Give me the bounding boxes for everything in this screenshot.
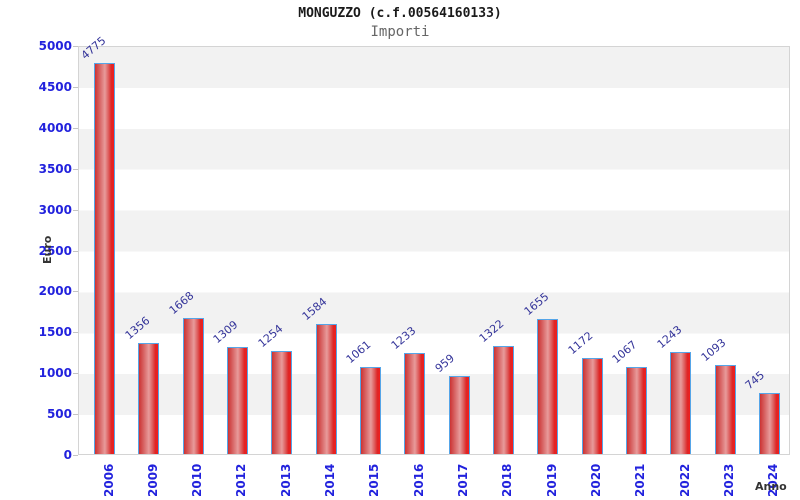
bar-value-label: 1233 bbox=[388, 324, 419, 353]
x-tick-label: 2009 bbox=[145, 463, 160, 497]
y-tick bbox=[73, 455, 78, 456]
y-tick bbox=[73, 86, 78, 88]
bar-value-label: 1067 bbox=[610, 337, 640, 366]
bar-value-label: 1172 bbox=[565, 329, 596, 358]
x-tick-label: 2020 bbox=[589, 463, 604, 497]
y-tick-label: 0 bbox=[63, 448, 72, 462]
y-tick-label: 1000 bbox=[38, 366, 72, 381]
y-tick bbox=[73, 209, 78, 211]
y-tick-label: 3500 bbox=[38, 161, 72, 176]
y-tick-label: 3000 bbox=[38, 202, 72, 217]
plot-area: 4775 1356 1668 1309 1254 1584 1061 1233 959 1322 1… bbox=[78, 34, 790, 455]
bar-value-label: 1322 bbox=[477, 316, 507, 345]
bar bbox=[271, 351, 293, 454]
y-tick-label: 4000 bbox=[38, 120, 72, 135]
y-tick bbox=[73, 168, 78, 170]
y-tick-label: 2500 bbox=[38, 243, 72, 258]
x-tick-label: 2014 bbox=[323, 463, 338, 497]
bar-value-label: 1243 bbox=[654, 323, 685, 352]
bar-value-label: 1254 bbox=[255, 322, 286, 351]
bar bbox=[138, 343, 160, 454]
bar-value-label: 1093 bbox=[698, 335, 729, 364]
bar bbox=[581, 358, 603, 454]
y-tick-label: 500 bbox=[46, 407, 72, 422]
bar bbox=[226, 346, 248, 454]
bar bbox=[315, 324, 337, 454]
y-tick-label: 5000 bbox=[38, 39, 72, 53]
y-tick bbox=[73, 373, 78, 375]
bar-value-label: 1309 bbox=[211, 317, 241, 346]
x-tick-label: 2013 bbox=[278, 463, 293, 497]
bar-value-label: 1356 bbox=[122, 314, 153, 343]
x-tick-label: 2017 bbox=[456, 463, 471, 497]
bar-value-label: 1668 bbox=[166, 288, 197, 317]
chart-subtitle: Importi bbox=[370, 24, 430, 40]
bar-value-label: 959 bbox=[432, 351, 458, 375]
x-axis-title: Anno bbox=[755, 480, 787, 493]
bar-value-label: 745 bbox=[743, 368, 768, 393]
x-tick-label: 2019 bbox=[544, 463, 559, 497]
bar bbox=[448, 375, 470, 454]
x-tick-label: 2022 bbox=[677, 463, 692, 497]
bar bbox=[670, 352, 692, 454]
chart-title: MONGUZZO (c.f.00564160133) bbox=[298, 6, 502, 21]
y-axis-title: Euro bbox=[41, 235, 54, 264]
x-tick-label: 2012 bbox=[234, 463, 249, 497]
y-tick-label: 2000 bbox=[38, 284, 72, 299]
bar bbox=[714, 364, 736, 454]
bar bbox=[404, 353, 426, 454]
bar bbox=[758, 393, 780, 454]
x-tick-label: 2015 bbox=[367, 463, 382, 497]
y-tick bbox=[73, 127, 78, 129]
y-tick bbox=[73, 332, 78, 334]
y-tick-label: 4500 bbox=[38, 79, 72, 94]
x-tick-label: 2023 bbox=[722, 463, 737, 497]
bar bbox=[537, 318, 559, 454]
y-tick bbox=[73, 46, 78, 47]
x-tick-label: 2006 bbox=[101, 463, 116, 497]
bar bbox=[359, 367, 381, 454]
y-tick bbox=[73, 291, 78, 293]
y-tick bbox=[73, 250, 78, 252]
bar bbox=[492, 345, 514, 454]
bar bbox=[625, 366, 647, 454]
bar-value-label: 1061 bbox=[344, 338, 374, 367]
x-tick-label: 2021 bbox=[633, 463, 648, 497]
x-tick-label: 2016 bbox=[411, 463, 426, 497]
y-tick bbox=[73, 414, 78, 416]
bar bbox=[182, 317, 204, 454]
x-tick-label: 2018 bbox=[500, 463, 515, 497]
bar-value-label: 1655 bbox=[521, 289, 552, 318]
bar-value-label: 1584 bbox=[299, 295, 330, 324]
y-tick-label: 1500 bbox=[38, 325, 72, 340]
x-tick-label: 2010 bbox=[190, 463, 205, 497]
bar bbox=[94, 63, 115, 454]
